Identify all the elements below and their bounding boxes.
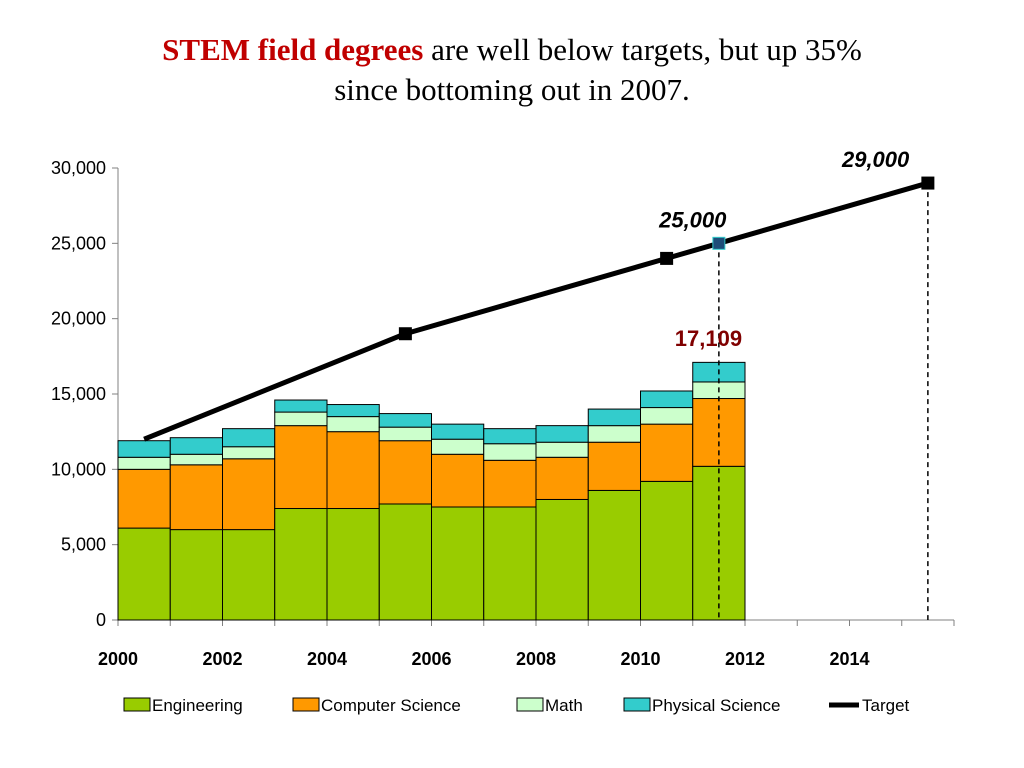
bar-segment — [326, 431, 380, 510]
legend-swatch — [516, 697, 544, 712]
bar-segment — [117, 456, 171, 470]
legend-swatch — [623, 697, 651, 712]
bar-segment — [222, 529, 276, 621]
bar-segment — [326, 404, 380, 418]
bar-segment — [222, 458, 276, 531]
bar-segment — [483, 459, 537, 508]
target-marker — [712, 236, 726, 250]
value-annotation: 29,000 — [841, 147, 910, 172]
legend-label: Computer Science — [321, 696, 461, 715]
bar-segment — [535, 425, 589, 443]
bar-segment — [587, 408, 641, 427]
title-line2: since bottoming out in 2007. — [334, 72, 690, 107]
legend-item: Engineering — [123, 696, 243, 715]
bar-segment — [169, 437, 223, 455]
y-tick-label: 0 — [96, 610, 106, 630]
target-marker — [398, 327, 412, 341]
x-tick-label: 2006 — [411, 649, 451, 669]
title-rest: are well below targets, but up 35% — [423, 32, 862, 67]
bar-segment — [535, 498, 589, 621]
legend-swatch — [123, 697, 151, 712]
bar-segment — [274, 425, 328, 510]
bar-segment — [169, 464, 223, 531]
bar-segment — [483, 428, 537, 445]
legend: Engineering Computer Science Math Physical … — [123, 696, 910, 715]
y-tick-label: 15,000 — [51, 384, 106, 404]
x-tick-label: 2002 — [202, 649, 242, 669]
target-marker — [921, 176, 935, 190]
bar-segment — [378, 413, 432, 428]
bar-segment — [326, 508, 380, 621]
value-annotation: 17,109 — [675, 326, 742, 351]
bar-segment — [640, 390, 694, 409]
x-tick-label: 2010 — [620, 649, 660, 669]
bar-segment — [378, 440, 432, 505]
bar-segment — [222, 428, 276, 448]
legend-item: Target — [829, 696, 910, 715]
bar-segment — [169, 453, 223, 466]
bar-segment — [640, 423, 694, 482]
bar-segment — [117, 440, 171, 458]
bar-segment — [274, 411, 328, 427]
bar-segment — [535, 441, 589, 458]
bar-segment — [431, 423, 485, 440]
bar-segment — [587, 425, 641, 443]
x-tick-label: 2004 — [307, 649, 347, 669]
bar-segment — [117, 468, 171, 529]
plot-area: 0 5,000 10,000 15,000 20,000 25,000 30,000 2000… — [51, 147, 955, 669]
bar-segment — [274, 508, 328, 621]
y-tick-label: 10,000 — [51, 459, 106, 479]
bar-segment — [117, 527, 171, 621]
bar-segment — [222, 446, 276, 460]
legend-label: Engineering — [152, 696, 243, 715]
bar-segment — [431, 506, 485, 621]
legend-swatch — [292, 697, 320, 712]
bar-segment — [535, 456, 589, 500]
bar-segment — [640, 480, 694, 621]
y-tick-label: 30,000 — [51, 158, 106, 178]
bar-segment — [483, 506, 537, 621]
title-highlight: STEM field degrees — [162, 32, 424, 67]
legend-item: Physical Science — [623, 696, 781, 715]
bar-segment — [378, 426, 432, 442]
y-tick-label: 20,000 — [51, 309, 106, 329]
bar-segment — [326, 416, 380, 433]
legend-label: Physical Science — [652, 696, 781, 715]
y-tick-label: 25,000 — [51, 233, 106, 253]
y-tick-label: 5,000 — [61, 535, 106, 555]
legend-item: Computer Science — [292, 696, 461, 715]
bar-segment — [587, 441, 641, 491]
bar-segment — [431, 453, 485, 508]
x-tick-label: 2008 — [516, 649, 556, 669]
bar-segment — [431, 438, 485, 455]
x-tick-label: 2000 — [98, 649, 138, 669]
bar-segment — [378, 503, 432, 621]
x-tick-label: 2014 — [829, 649, 869, 669]
legend-label: Math — [545, 696, 583, 715]
bar-segment — [587, 489, 641, 621]
value-annotation: 25,000 — [658, 207, 727, 232]
legend-item: Math — [516, 696, 583, 715]
bar-segment — [169, 529, 223, 621]
target-line — [143, 180, 929, 442]
bar-segment — [274, 399, 328, 413]
bar-segment — [483, 443, 537, 461]
x-tick-label: 2012 — [725, 649, 765, 669]
target-marker — [660, 251, 674, 265]
chart-title: STEM field degrees are well below target… — [0, 30, 1024, 110]
legend-label: Target — [862, 696, 910, 715]
bar-segment — [640, 407, 694, 425]
